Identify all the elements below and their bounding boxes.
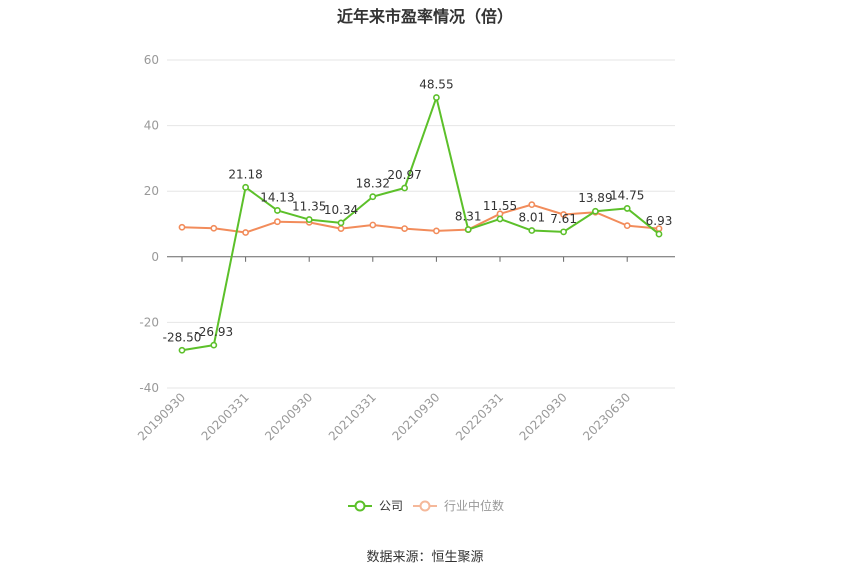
grid-layer xyxy=(167,59,675,389)
data-point-0[interactable] xyxy=(464,226,472,233)
data-point-1[interactable] xyxy=(623,222,631,230)
data-label: 14.13 xyxy=(260,190,294,204)
data-point-0[interactable] xyxy=(623,205,631,212)
data-label: 8.31 xyxy=(455,210,482,224)
legend-label-industry-median: 行业中位数 xyxy=(444,499,505,513)
data-point-0[interactable] xyxy=(305,216,313,223)
y-tick-label: 40 xyxy=(144,119,159,133)
data-point-1[interactable] xyxy=(432,227,440,235)
data-point-1[interactable] xyxy=(273,218,281,226)
data-point-1[interactable] xyxy=(401,225,408,232)
legend-label-company: 公司 xyxy=(379,499,404,513)
legend-line-green-icon xyxy=(348,500,372,511)
legend-item-company[interactable]: 公司 xyxy=(347,497,403,514)
data-label: 48.55 xyxy=(419,78,453,92)
data-point-0[interactable] xyxy=(528,227,536,234)
series-line-1 xyxy=(181,203,660,234)
y-tick-label: 20 xyxy=(144,184,159,198)
chart-title: 近年来市盈率情况（倍） xyxy=(336,7,513,26)
data-point-0[interactable] xyxy=(369,193,377,201)
data-label: 11.55 xyxy=(483,199,517,213)
data-point-0[interactable] xyxy=(496,215,504,223)
data-point-0[interactable] xyxy=(592,207,599,215)
data-point-0[interactable] xyxy=(401,184,408,192)
data-label: 6.93 xyxy=(646,214,673,228)
data-label: 20.97 xyxy=(387,168,421,182)
data-label: 7.61 xyxy=(550,212,577,226)
x-tick-label: 20230630 xyxy=(580,390,633,443)
data-point-0[interactable] xyxy=(432,94,440,101)
data-label: -28.50 xyxy=(163,330,202,344)
data-label: 8.01 xyxy=(518,211,545,225)
x-tick-label: 20210331 xyxy=(326,390,379,443)
data-point-0[interactable] xyxy=(655,230,663,238)
x-tick-label: 20220930 xyxy=(517,390,570,443)
data-label: 10.34 xyxy=(324,203,358,217)
data-point-0[interactable] xyxy=(273,207,281,214)
y-tick-label: 60 xyxy=(144,53,159,67)
x-tick-label: 20200930 xyxy=(262,390,315,443)
x-tick-label: 20220331 xyxy=(453,390,506,443)
data-point-1[interactable] xyxy=(337,225,345,232)
data-point-0[interactable] xyxy=(337,219,345,227)
y-tick-label: -20 xyxy=(139,315,159,329)
x-tick-label: 20200331 xyxy=(199,390,252,443)
y-tick-label: 0 xyxy=(151,250,159,264)
data-label: 21.18 xyxy=(228,167,262,181)
x-tick-label: 20210930 xyxy=(389,390,442,443)
data-point-1[interactable] xyxy=(210,224,218,232)
data-point-1[interactable] xyxy=(560,211,567,218)
data-point-1[interactable] xyxy=(178,223,186,231)
source-note: 数据来源：恒生聚源 xyxy=(366,550,484,565)
x-tick-label: 20190930 xyxy=(135,390,188,443)
data-point-0[interactable] xyxy=(178,346,186,354)
data-point-0[interactable] xyxy=(560,228,567,236)
data-label: -26.93 xyxy=(194,325,233,339)
y-tick-label: -40 xyxy=(139,381,159,395)
series-layer xyxy=(178,94,663,354)
data-label: 18.32 xyxy=(356,177,390,191)
data-point-0[interactable] xyxy=(242,183,249,191)
data-point-1[interactable] xyxy=(242,229,249,236)
data-label: 11.35 xyxy=(292,200,326,214)
data-point-1[interactable] xyxy=(369,221,377,229)
data-label: 13.89 xyxy=(578,191,612,205)
data-label: 14.75 xyxy=(610,188,644,202)
legend-line-orange-icon xyxy=(413,500,437,511)
data-point-1[interactable] xyxy=(528,201,536,209)
legend-item-industry-median[interactable]: 行业中位数 xyxy=(412,497,504,514)
series-line-0 xyxy=(181,96,660,352)
data-point-0[interactable] xyxy=(210,341,218,349)
